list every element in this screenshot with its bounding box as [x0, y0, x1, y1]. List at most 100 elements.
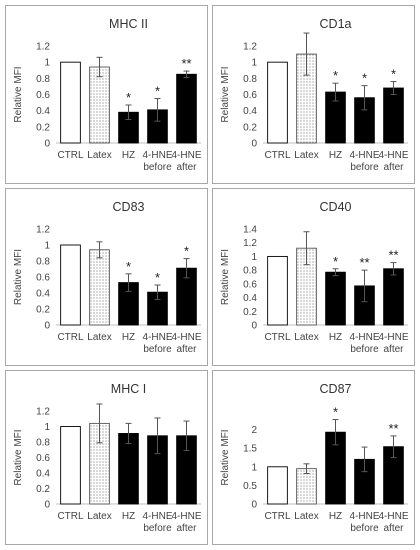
bar-1 — [267, 61, 288, 144]
y-tick-label: 1 — [44, 241, 50, 252]
error-bar-5 — [183, 420, 190, 452]
chart-title: CD40 — [320, 200, 352, 214]
error-bar-2 — [96, 403, 103, 444]
error-bar-3 — [125, 422, 132, 445]
error-bar-4 — [154, 284, 161, 300]
x-tick-label: 4-HNE — [349, 150, 379, 161]
x-tick-label: after — [176, 344, 197, 355]
error-bar-3 — [332, 82, 339, 102]
x-tick-label: 4-HNE — [349, 332, 379, 343]
significance-marker: * — [155, 84, 160, 99]
y-tick-label: 1 — [251, 252, 257, 263]
chart-svg: CD83 Relative MFI 0 0.2 0.4 0.6 0.8 1 1.2 CTRL Lat… — [13, 200, 202, 355]
chart-title: CD1a — [320, 17, 352, 31]
x-tick-label: HZ — [329, 150, 342, 161]
y-tick-label: 1.4 — [243, 225, 257, 236]
x-tick-label: Latex — [294, 511, 318, 522]
error-bar-2 — [303, 231, 310, 266]
error-bar-4 — [361, 269, 368, 303]
x-tick-label: CTRL — [264, 150, 291, 161]
y-tick-label: 1 — [44, 58, 50, 69]
error-bar-5 — [390, 435, 397, 458]
significance-marker: * — [391, 67, 396, 82]
x-tick-label: after — [383, 162, 404, 173]
chart-title: MHC II — [109, 17, 148, 31]
chart-svg: CD87 Relative MFI 0 0.5 1 1.5 2 CTRL Latex * HZ 4-H… — [220, 382, 409, 534]
x-tick-label: 4-HNE — [378, 332, 408, 343]
y-tick-label: 1.5 — [243, 444, 257, 455]
y-tick-label: 1.2 — [243, 42, 257, 53]
y-tick-label: 0 — [251, 500, 257, 511]
y-tick-label: 0.2 — [36, 484, 50, 495]
significance-marker: ** — [388, 421, 398, 436]
y-tick-label: 0.6 — [36, 453, 50, 464]
bar-1 — [60, 61, 81, 144]
y-tick-label: 0.4 — [36, 469, 50, 480]
x-tick-label: before — [143, 523, 172, 534]
y-tick-label: 0 — [44, 139, 50, 150]
significance-marker: * — [333, 254, 338, 269]
y-tick-label: 1.2 — [36, 225, 50, 236]
significance-marker: ** — [388, 248, 398, 263]
y-axis-label: Relative MFI — [220, 66, 231, 122]
error-bar-3 — [125, 273, 132, 292]
y-tick-label: 0.6 — [36, 90, 50, 101]
y-tick-label: 1 — [44, 422, 50, 433]
error-bar-3 — [332, 419, 339, 446]
error-bar-4 — [154, 98, 161, 122]
significance-marker: * — [155, 270, 160, 285]
significance-marker: * — [184, 244, 189, 259]
x-tick-label: before — [350, 162, 379, 173]
y-tick-label: 0 — [44, 321, 50, 332]
chart-panel-mhc-ii: MHC II Relative MFI 0 0.2 0.4 0.6 0.8 1 1.2 CTRL L… — [5, 5, 208, 184]
bar-1 — [267, 255, 288, 326]
x-tick-label: Latex — [87, 511, 111, 522]
y-tick-label: 0.4 — [243, 106, 257, 117]
x-tick-label: 4-HNE — [171, 511, 201, 522]
y-tick-label: 0.2 — [243, 122, 257, 133]
x-tick-label: Latex — [294, 150, 318, 161]
x-tick-label: before — [350, 344, 379, 355]
y-tick-label: 1.2 — [36, 42, 50, 53]
error-bar-4 — [361, 85, 368, 111]
x-tick-label: Latex — [294, 332, 318, 343]
chart-panel-cd87: CD87 Relative MFI 0 0.5 1 1.5 2 CTRL Latex * HZ 4-H… — [212, 370, 415, 545]
x-tick-label: after — [383, 344, 404, 355]
x-tick-label: HZ — [122, 150, 135, 161]
y-tick-label: 0.2 — [243, 307, 257, 318]
significance-marker: ** — [181, 56, 191, 71]
bar-5 — [383, 268, 404, 326]
y-tick-label: 0.2 — [36, 305, 50, 316]
y-tick-label: 0.4 — [36, 289, 50, 300]
x-tick-label: 4-HNE — [142, 511, 172, 522]
error-bar-2 — [96, 56, 103, 78]
significance-marker: * — [126, 90, 131, 105]
chart-title: MHC I — [111, 382, 146, 396]
error-bar-3 — [125, 104, 132, 121]
x-tick-label: after — [176, 162, 197, 173]
y-tick-label: 0.4 — [36, 106, 50, 117]
error-bar-5 — [390, 262, 397, 276]
x-tick-label: CTRL — [57, 150, 84, 161]
x-tick-label: after — [176, 523, 197, 534]
chart-svg: MHC I Relative MFI 0 0.2 0.4 0.6 0.8 1 1.2 CTRL La… — [13, 382, 202, 534]
chart-panel-cd40: CD40 Relative MFI 0 0.2 0.4 0.6 0.8 1 1.2 1.4 CTRL… — [212, 188, 415, 366]
significance-marker: * — [126, 259, 131, 274]
bar-1 — [60, 426, 81, 505]
y-tick-label: 0.2 — [36, 122, 50, 133]
x-tick-label: 4-HNE — [378, 511, 408, 522]
chart-panel-cd83: CD83 Relative MFI 0 0.2 0.4 0.6 0.8 1 1.2 CTRL Lat… — [5, 188, 208, 366]
error-bar-5 — [183, 70, 190, 79]
y-axis-label: Relative MFI — [13, 66, 24, 122]
x-tick-label: CTRL — [57, 332, 84, 343]
x-tick-label: 4-HNE — [349, 511, 379, 522]
x-tick-label: before — [143, 344, 172, 355]
y-tick-label: 1.2 — [243, 238, 257, 249]
x-tick-label: 4-HNE — [142, 150, 172, 161]
error-bar-5 — [183, 258, 190, 279]
chart-title: CD87 — [320, 382, 352, 396]
y-axis-label: Relative MFI — [13, 249, 24, 305]
error-bar-4 — [361, 446, 368, 473]
error-bar-2 — [96, 241, 103, 259]
y-tick-label: 1.2 — [36, 407, 50, 418]
